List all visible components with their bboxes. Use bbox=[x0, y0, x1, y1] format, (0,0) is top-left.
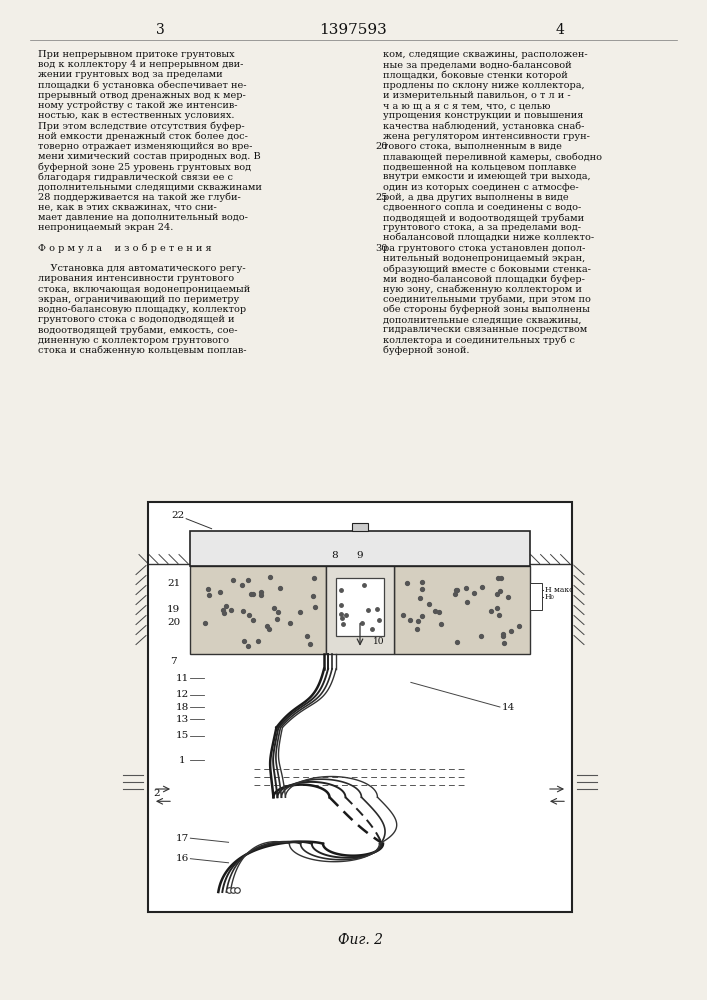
Text: грунтового стока с водоподводящей и: грунтового стока с водоподводящей и bbox=[38, 315, 235, 324]
Text: 18: 18 bbox=[175, 702, 189, 712]
Text: дополнительными следящими скважинами: дополнительными следящими скважинами bbox=[38, 183, 262, 192]
Text: диненную с коллектором грунтового: диненную с коллектором грунтового bbox=[38, 336, 229, 345]
Text: ч а ю щ а я с я тем, что, с целью: ч а ю щ а я с я тем, что, с целью bbox=[383, 101, 551, 110]
Text: обе стороны буферной зоны выполнены: обе стороны буферной зоны выполнены bbox=[383, 305, 590, 314]
Text: Фиг. 2: Фиг. 2 bbox=[337, 933, 382, 947]
Text: плавающей переливной камеры, свободно: плавающей переливной камеры, свободно bbox=[383, 152, 602, 161]
Text: 16: 16 bbox=[175, 854, 189, 863]
Text: качества наблюдений, установка снаб-: качества наблюдений, установка снаб- bbox=[383, 121, 585, 131]
Text: мени химический состав природных вод. В: мени химический состав природных вод. В bbox=[38, 152, 261, 161]
Text: Установка для автоматического регу-: Установка для автоматического регу- bbox=[38, 264, 245, 273]
Text: жена регулятором интенсивности грун-: жена регулятором интенсивности грун- bbox=[383, 132, 590, 141]
Text: 17: 17 bbox=[175, 834, 189, 843]
Text: подводящей и водоотводящей трубами: подводящей и водоотводящей трубами bbox=[383, 213, 584, 223]
Text: продлены по склону ниже коллектора,: продлены по склону ниже коллектора, bbox=[383, 81, 585, 90]
Bar bbox=[530, 583, 542, 610]
Text: 1397593: 1397593 bbox=[319, 23, 387, 37]
Text: не, как в этих скважинах, что сни-: не, как в этих скважинах, что сни- bbox=[38, 203, 217, 212]
Text: ному устройству с такой же интенсив-: ному устройству с такой же интенсив- bbox=[38, 101, 238, 110]
Text: сдвоенного сопла и соединены с водо-: сдвоенного сопла и соединены с водо- bbox=[383, 203, 581, 212]
Text: 21: 21 bbox=[167, 579, 180, 588]
Text: водоотводящей трубами, емкость, сое-: водоотводящей трубами, емкость, сое- bbox=[38, 325, 238, 335]
Text: водно-балансовую площадку, коллектор: водно-балансовую площадку, коллектор bbox=[38, 305, 246, 314]
Text: подвешенной на кольцевом поплавке: подвешенной на кольцевом поплавке bbox=[383, 162, 576, 171]
Text: буферной зоне 25 уровень грунтовых вод: буферной зоне 25 уровень грунтовых вод bbox=[38, 162, 251, 172]
Text: 12: 12 bbox=[175, 690, 189, 699]
Text: Ф о р м у л а    и з о б р е т е н и я: Ф о р м у л а и з о б р е т е н и я bbox=[38, 244, 211, 253]
Text: ностью, как в естественных условиях.: ностью, как в естественных условиях. bbox=[38, 111, 235, 120]
Text: коллектора и соединительных труб с: коллектора и соединительных труб с bbox=[383, 336, 575, 345]
Text: нительный водонепроницаемый экран,: нительный водонепроницаемый экран, bbox=[383, 254, 585, 263]
Text: При этом вследствие отсутствия буфер-: При этом вследствие отсутствия буфер- bbox=[38, 121, 245, 131]
Text: 10: 10 bbox=[373, 637, 385, 646]
Text: стока, включающая водонепроницаемый: стока, включающая водонепроницаемый bbox=[38, 285, 250, 294]
Text: 9: 9 bbox=[357, 551, 363, 560]
Text: образующий вместе с боковыми стенка-: образующий вместе с боковыми стенка- bbox=[383, 264, 591, 274]
Text: грунтового стока, а за пределами вод-: грунтового стока, а за пределами вод- bbox=[383, 223, 581, 232]
Text: рой, а два других выполнены в виде: рой, а два других выполнены в виде bbox=[383, 193, 568, 202]
Text: мает давление на дополнительный водо-: мает давление на дополнительный водо- bbox=[38, 213, 248, 222]
Text: 20: 20 bbox=[375, 142, 387, 151]
Text: жении грунтовых вод за пределами: жении грунтовых вод за пределами bbox=[38, 70, 223, 79]
Text: ной емкости дренажный сток более дос-: ной емкости дренажный сток более дос- bbox=[38, 132, 248, 141]
Text: 2: 2 bbox=[153, 789, 160, 798]
Text: 15: 15 bbox=[175, 731, 189, 740]
Text: 22: 22 bbox=[171, 511, 185, 520]
Text: нобалансовой площадки ниже коллекто-: нобалансовой площадки ниже коллекто- bbox=[383, 234, 594, 243]
Text: площадки 6 установка обеспечивает не-: площадки 6 установка обеспечивает не- bbox=[38, 81, 247, 90]
Text: один из которых соединен с атмосфе-: один из которых соединен с атмосфе- bbox=[383, 183, 578, 192]
Text: ную зону, снабженную коллектором и: ную зону, снабженную коллектором и bbox=[383, 285, 582, 294]
Text: площадки, боковые стенки которой: площадки, боковые стенки которой bbox=[383, 70, 568, 80]
Text: 20: 20 bbox=[167, 618, 180, 627]
Text: Н₀: Н₀ bbox=[544, 593, 554, 601]
Bar bbox=[326, 566, 394, 654]
Text: 3: 3 bbox=[156, 23, 164, 37]
Bar bbox=[190, 531, 530, 566]
Text: 30: 30 bbox=[375, 244, 387, 253]
Text: ком, следящие скважины, расположен-: ком, следящие скважины, расположен- bbox=[383, 50, 588, 59]
Text: буферной зоной.: буферной зоной. bbox=[383, 346, 469, 355]
Text: 28 поддерживается на такой же глуби-: 28 поддерживается на такой же глуби- bbox=[38, 193, 241, 202]
Text: внутри емкости и имеющей три выхода,: внутри емкости и имеющей три выхода, bbox=[383, 172, 590, 181]
Text: 19: 19 bbox=[167, 605, 180, 614]
Text: и измерительный павильон, о т л и -: и измерительный павильон, о т л и - bbox=[383, 91, 571, 100]
Text: упрощения конструкции и повышения: упрощения конструкции и повышения bbox=[383, 111, 583, 120]
Text: 13: 13 bbox=[175, 715, 189, 724]
Bar bbox=[394, 566, 530, 654]
Text: H макс: H макс bbox=[544, 586, 573, 594]
Text: ра грунтового стока установлен допол-: ра грунтового стока установлен допол- bbox=[383, 244, 585, 253]
Text: 25: 25 bbox=[375, 193, 387, 202]
Bar bbox=[337, 578, 384, 636]
Text: товерно отражает изменяющийся во вре-: товерно отражает изменяющийся во вре- bbox=[38, 142, 252, 151]
Bar bbox=[148, 502, 572, 912]
Text: стока и снабженную кольцевым поплав-: стока и снабженную кольцевым поплав- bbox=[38, 346, 247, 355]
Text: гидравлически связанные посредством: гидравлически связанные посредством bbox=[383, 325, 588, 334]
Text: экран, ограничивающий по периметру: экран, ограничивающий по периметру bbox=[38, 295, 239, 304]
Bar bbox=[190, 566, 326, 654]
Text: прерывный отвод дренажных вод к мер-: прерывный отвод дренажных вод к мер- bbox=[38, 91, 246, 100]
Text: ми водно-балансовой площадки буфер-: ми водно-балансовой площадки буфер- bbox=[383, 274, 585, 284]
Text: лирования интенсивности грунтового: лирования интенсивности грунтового bbox=[38, 274, 234, 283]
Text: ные за пределами водно-балансовой: ные за пределами водно-балансовой bbox=[383, 60, 572, 70]
Text: 11: 11 bbox=[175, 674, 189, 683]
Text: 14: 14 bbox=[502, 702, 515, 712]
Text: 8: 8 bbox=[332, 551, 338, 560]
Bar bbox=[352, 523, 368, 531]
Text: тового стока, выполненным в виде: тового стока, выполненным в виде bbox=[383, 142, 562, 151]
Text: благодаря гидравлической связи ее с: благодаря гидравлической связи ее с bbox=[38, 172, 233, 182]
Text: 4: 4 bbox=[556, 23, 564, 37]
Text: 7: 7 bbox=[170, 657, 177, 666]
Text: 1: 1 bbox=[179, 756, 185, 765]
Text: При непрерывном притоке грунтовых: При непрерывном притоке грунтовых bbox=[38, 50, 235, 59]
Text: соединительными трубами, при этом по: соединительными трубами, при этом по bbox=[383, 295, 591, 304]
Text: вод к коллектору 4 и непрерывном дви-: вод к коллектору 4 и непрерывном дви- bbox=[38, 60, 243, 69]
Text: дополнительные следящие скважины,: дополнительные следящие скважины, bbox=[383, 315, 581, 324]
Text: непроницаемый экран 24.: непроницаемый экран 24. bbox=[38, 223, 173, 232]
Bar bbox=[148, 502, 572, 912]
